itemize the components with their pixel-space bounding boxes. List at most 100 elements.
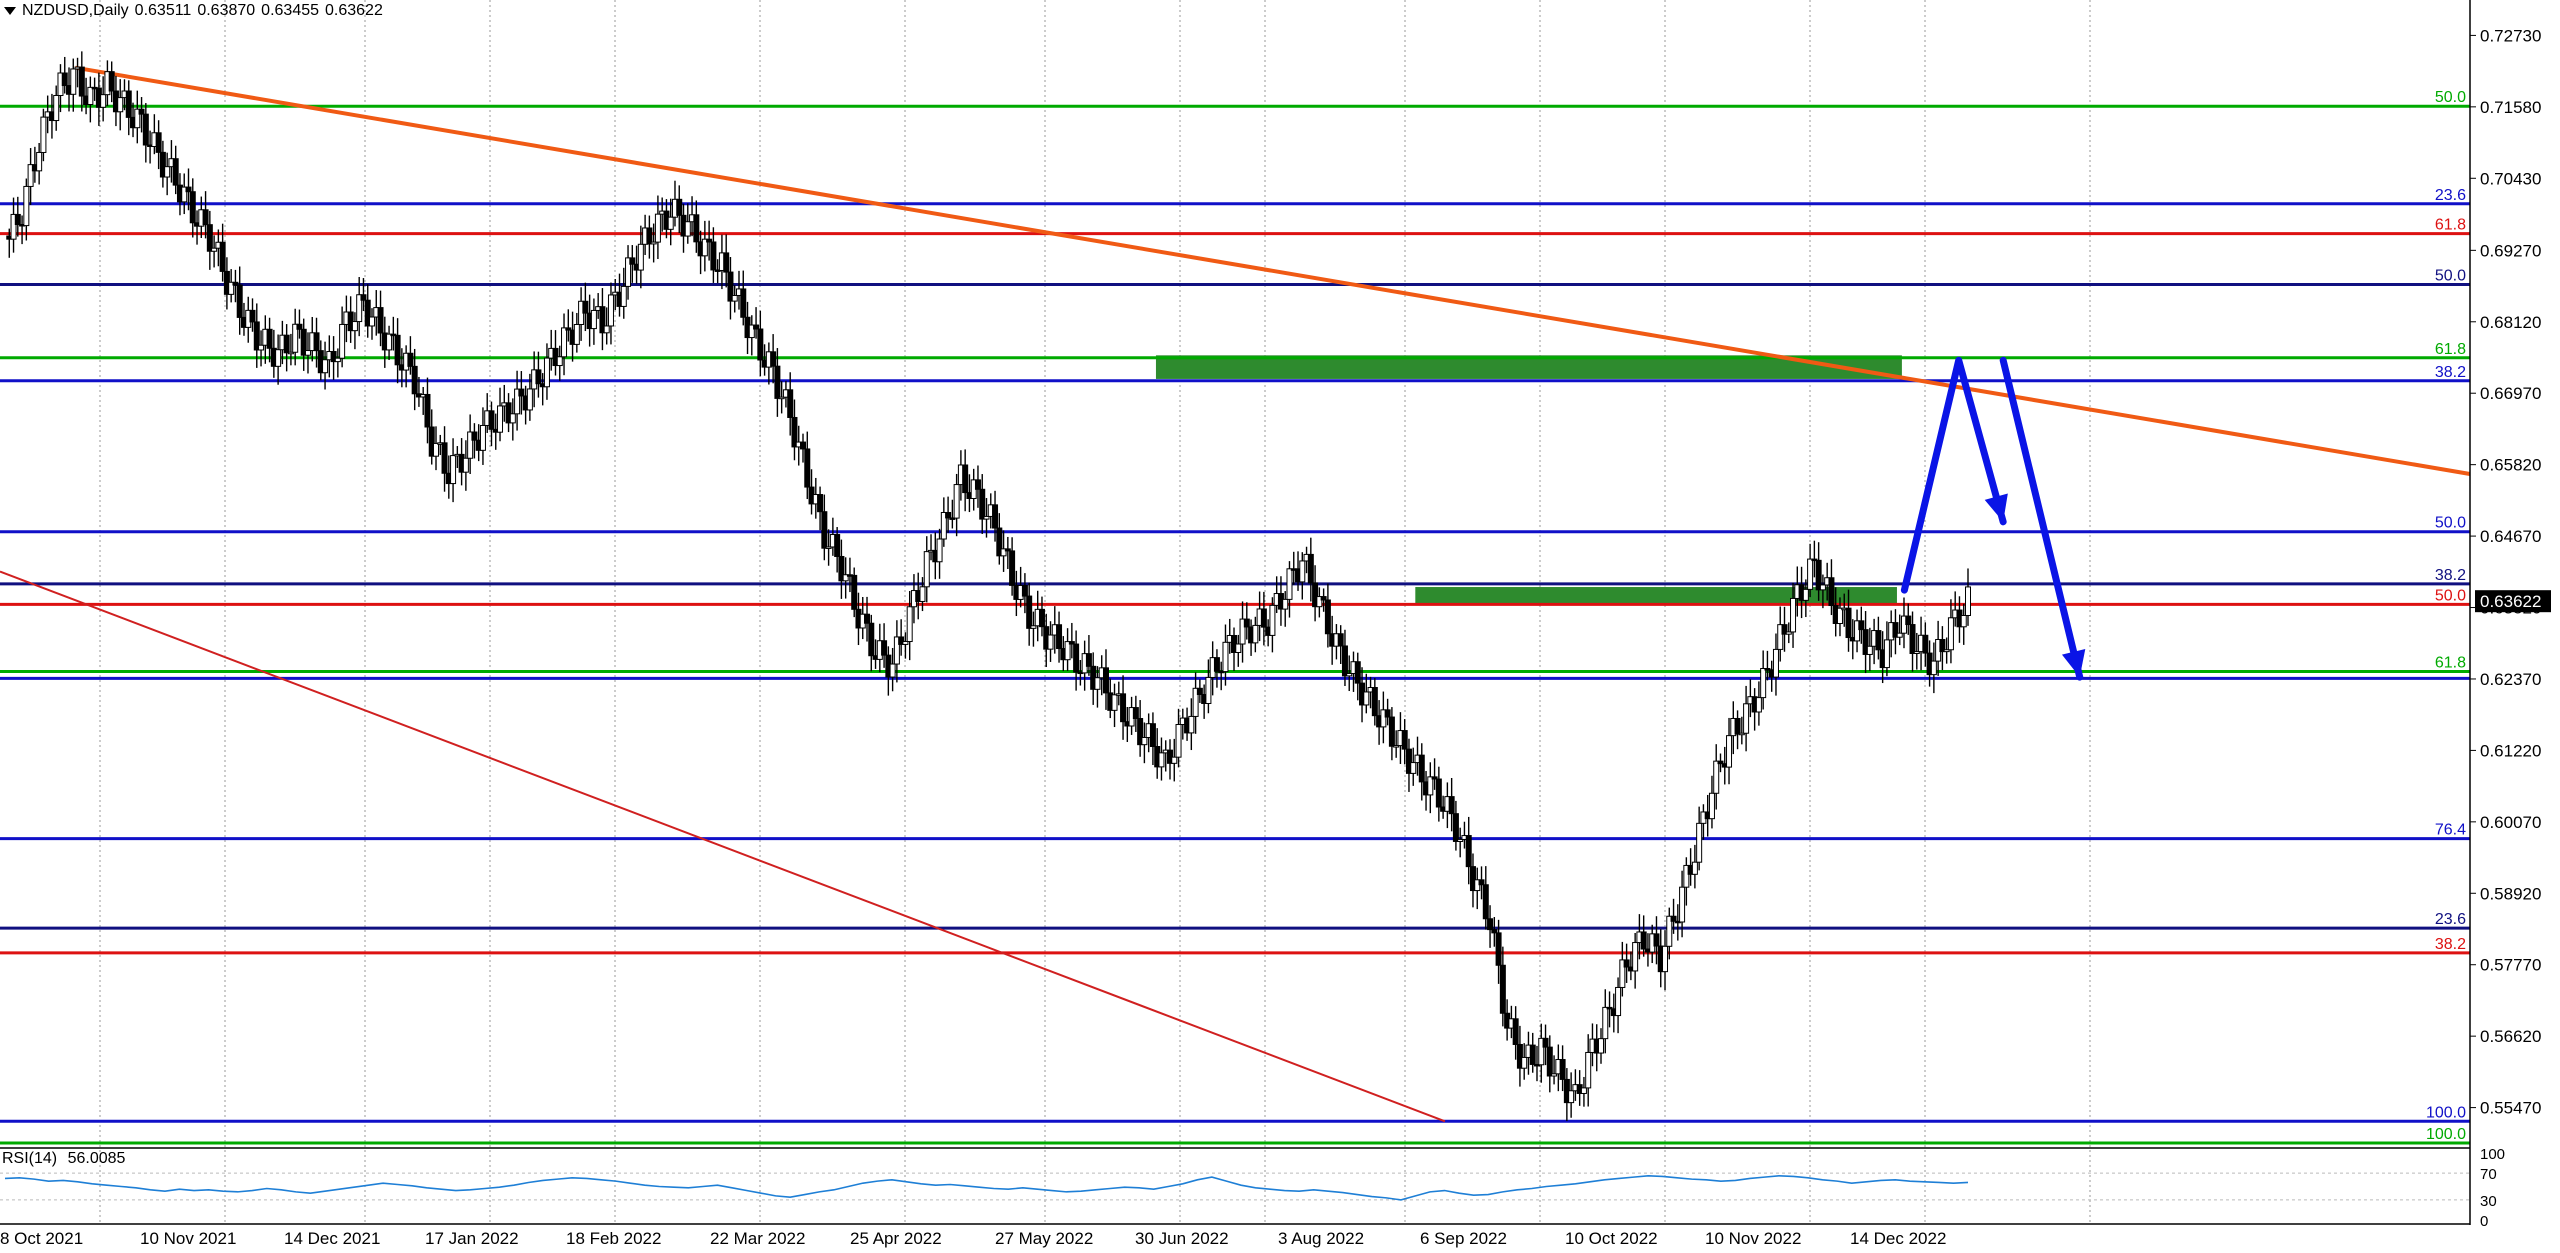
candle-438 (1875, 616, 1882, 660)
candle-body-17 (78, 66, 85, 97)
candle-281 (1205, 659, 1212, 714)
candle-455 (1947, 599, 1954, 664)
candle-body-458 (1960, 614, 1967, 628)
candle-403 (1726, 717, 1733, 785)
candle-36 (159, 140, 166, 188)
candle-body-405 (1734, 717, 1741, 735)
candle-body-63 (275, 349, 282, 367)
candle-224 (962, 449, 969, 512)
candle-354 (1516, 1025, 1523, 1087)
candle-183 (787, 372, 794, 436)
candle-15 (70, 58, 77, 112)
candle-body-329 (1410, 762, 1417, 774)
candle-210 (902, 632, 909, 659)
candle-342 (1465, 816, 1472, 885)
candle-body-307 (1316, 596, 1323, 608)
fib-level-label-9: 61.8 (2435, 655, 2466, 672)
candle-445 (1905, 603, 1912, 635)
candle-46 (202, 191, 209, 239)
candle-111 (479, 407, 486, 465)
candle-body-196 (842, 574, 849, 582)
candle-349 (1495, 919, 1502, 984)
candle-body-373 (1598, 1038, 1605, 1054)
candle-body-117 (505, 402, 512, 424)
candle-333 (1427, 762, 1434, 814)
date-tick-label-13: 14 Dec 2022 (1850, 1229, 1946, 1248)
candle-body-67 (292, 323, 299, 353)
rsi-scale-label-1: 70 (2480, 1166, 2497, 1183)
candle-186 (800, 433, 807, 463)
candle-169 (727, 257, 734, 320)
low-value: 0.63455 (261, 2, 320, 19)
candle-body-214 (919, 586, 926, 602)
candle-body-364 (1559, 1059, 1566, 1080)
candle-body-131 (565, 327, 572, 331)
candle-191 (821, 494, 828, 561)
candle-body-50 (219, 241, 226, 272)
candle-body-235 (1009, 550, 1016, 586)
price-tick-label-12: 0.58920 (2480, 884, 2541, 903)
candle-body-288 (1235, 643, 1242, 653)
candle-232 (996, 513, 1003, 565)
candle-196 (842, 557, 849, 599)
candle-135 (582, 282, 589, 332)
candle-31 (138, 97, 145, 133)
candles-layer (6, 51, 1971, 1122)
candle-369 (1580, 1076, 1587, 1107)
candle-26 (117, 79, 124, 131)
trendline-0 (75, 65, 2471, 476)
candle-body-429 (1836, 607, 1843, 625)
candle-421 (1802, 579, 1809, 618)
candle-body-285 (1222, 641, 1229, 673)
candle-148 (637, 225, 644, 289)
trendline-1 (0, 570, 1446, 1123)
candle-body-381 (1632, 942, 1639, 972)
candle-body-168 (723, 252, 730, 273)
date-tick-label-4: 18 Feb 2022 (566, 1229, 661, 1248)
candle-406 (1738, 716, 1745, 745)
candle-53 (232, 269, 239, 303)
candle-body-37 (164, 166, 171, 178)
candle-434 (1858, 606, 1865, 644)
candle-396 (1696, 806, 1703, 871)
candle-159 (684, 203, 691, 244)
fib-level-label-14: 100.0 (2426, 1104, 2466, 1121)
candle-body-58 (253, 321, 260, 351)
candle-body-184 (791, 416, 798, 448)
candle-30 (134, 90, 141, 144)
resistance-zone-0 (1155, 355, 1902, 379)
high-value: 0.63870 (197, 2, 256, 19)
candle-320 (1371, 677, 1378, 726)
candle-22 (100, 76, 107, 122)
fib-level-label-0: 50.0 (2435, 89, 2466, 106)
candle-body-118 (509, 413, 516, 424)
candle-body-400 (1713, 760, 1720, 794)
candle-body-300 (1286, 568, 1293, 600)
candle-body-255 (1094, 677, 1101, 690)
candle-body-379 (1623, 959, 1630, 968)
candle-414 (1772, 633, 1779, 696)
candle-body-35 (155, 132, 162, 153)
candle-48 (211, 235, 218, 268)
candle-body-331 (1418, 754, 1425, 783)
candle-body-176 (757, 328, 764, 361)
candle-body-111 (479, 424, 486, 451)
candle-body-164 (706, 238, 713, 243)
level-lines: 50.0 23.6 61.8 50.0 61.8 38.2 50.0 38.2 50.0 61.8… (0, 89, 2470, 1145)
candle-17 (78, 51, 85, 112)
candle-198 (851, 567, 858, 618)
candle-body-146 (629, 257, 636, 265)
date-tick-label-12: 10 Nov 2022 (1705, 1229, 1801, 1248)
candle-249 (1068, 622, 1075, 659)
candle-451 (1930, 642, 1937, 694)
candle-7 (36, 142, 43, 185)
collapse-triangle-icon[interactable] (4, 7, 16, 15)
candle-body-220 (945, 511, 952, 519)
candle-body-270 (1158, 752, 1165, 768)
price-tick-label-7: 0.64670 (2480, 527, 2541, 546)
candle-401 (1717, 753, 1724, 773)
candle-139 (599, 288, 606, 351)
fib-level-label-13: 38.2 (2435, 936, 2466, 953)
